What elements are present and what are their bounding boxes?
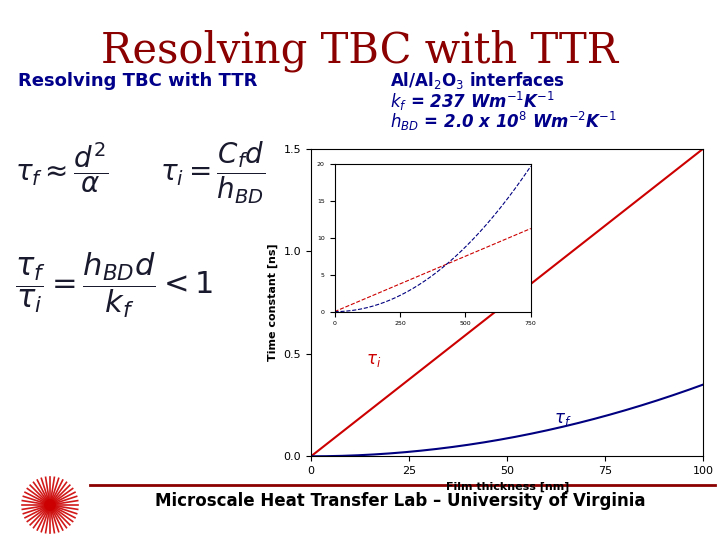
Text: Resolving TBC with TTR: Resolving TBC with TTR <box>18 72 257 90</box>
Text: $\tau_f$: $\tau_f$ <box>554 411 572 428</box>
Y-axis label: Time constant [ns]: Time constant [ns] <box>268 244 278 361</box>
Text: $\tau_i = \dfrac{C_f d}{h_{BD}}$: $\tau_i = \dfrac{C_f d}{h_{BD}}$ <box>160 140 266 206</box>
Circle shape <box>45 500 55 510</box>
Text: Al/Al$_2$O$_3$ interfaces: Al/Al$_2$O$_3$ interfaces <box>390 70 565 91</box>
Text: $\tau_i$: $\tau_i$ <box>366 352 381 369</box>
Text: $k_f$ = 237 Wm$^{-1}$K$^{-1}$: $k_f$ = 237 Wm$^{-1}$K$^{-1}$ <box>390 90 555 113</box>
Text: $\tau_f \approx \dfrac{d^2}{\alpha}$: $\tau_f \approx \dfrac{d^2}{\alpha}$ <box>15 140 108 194</box>
Text: $\dfrac{\tau_f}{\tau_i} = \dfrac{h_{BD} d}{k_f} < 1$: $\dfrac{\tau_f}{\tau_i} = \dfrac{h_{BD} … <box>15 250 213 320</box>
Text: Microscale Heat Transfer Lab – University of Virginia: Microscale Heat Transfer Lab – Universit… <box>155 492 645 510</box>
Text: Resolving TBC with TTR: Resolving TBC with TTR <box>102 30 618 72</box>
Text: $h_{BD}$ = 2.0 x 10$^8$ Wm$^{-2}$K$^{-1}$: $h_{BD}$ = 2.0 x 10$^8$ Wm$^{-2}$K$^{-1}… <box>390 110 617 133</box>
X-axis label: Film thickness [nm]: Film thickness [nm] <box>446 482 569 492</box>
